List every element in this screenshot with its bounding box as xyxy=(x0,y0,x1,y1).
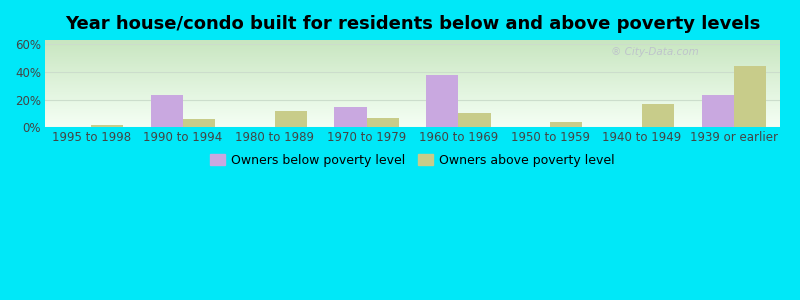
Bar xyxy=(702,95,734,127)
Bar xyxy=(734,66,766,127)
Bar xyxy=(334,106,366,127)
Bar xyxy=(183,119,215,127)
Title: Year house/condo built for residents below and above poverty levels: Year house/condo built for residents bel… xyxy=(65,15,760,33)
Bar xyxy=(426,75,458,127)
Legend: Owners below poverty level, Owners above poverty level: Owners below poverty level, Owners above… xyxy=(205,148,620,172)
Bar xyxy=(274,111,307,127)
Text: ® City-Data.com: ® City-Data.com xyxy=(610,47,698,57)
Bar xyxy=(91,124,123,127)
Bar xyxy=(150,95,183,127)
Bar xyxy=(366,118,398,127)
Bar xyxy=(550,122,582,127)
Bar xyxy=(458,113,490,127)
Bar xyxy=(642,104,674,127)
